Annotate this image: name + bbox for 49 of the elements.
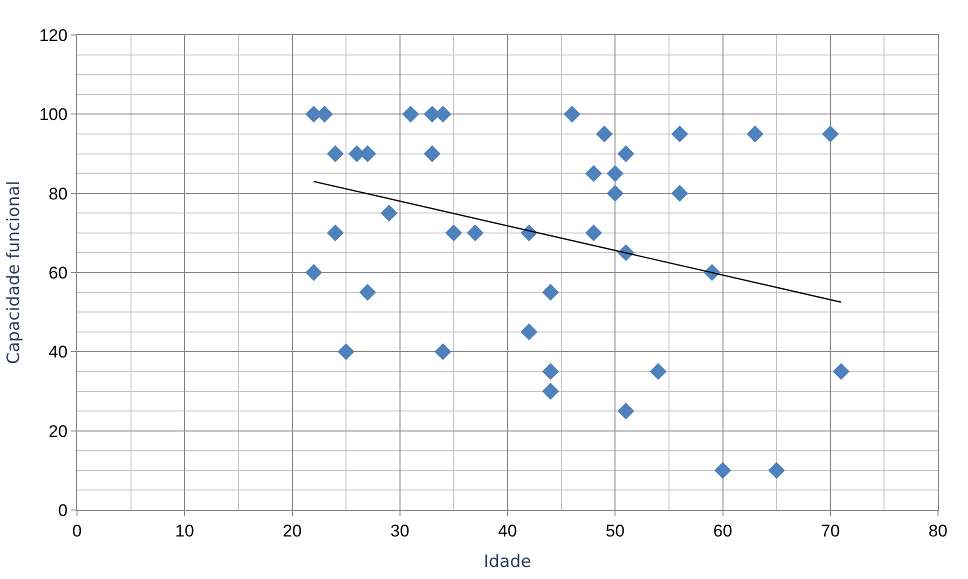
- point: [402, 106, 420, 123]
- x-tick-label: 10: [175, 521, 194, 540]
- point: [380, 204, 398, 222]
- point: [338, 343, 355, 360]
- x-tick-label: 60: [713, 521, 732, 540]
- x-tick-label: 0: [72, 521, 82, 540]
- point: [564, 106, 581, 123]
- point: [606, 165, 624, 182]
- point: [359, 284, 376, 301]
- point: [520, 323, 538, 340]
- y-tick-label: 60: [48, 263, 68, 282]
- y-tick-label: 20: [48, 422, 68, 441]
- point: [746, 126, 764, 142]
- point: [617, 402, 634, 420]
- point: [596, 126, 613, 142]
- point: [832, 363, 850, 380]
- point: [305, 264, 322, 281]
- x-tick-label: 30: [390, 521, 410, 540]
- point: [822, 126, 839, 142]
- point: [671, 126, 688, 142]
- point: [445, 224, 462, 242]
- point: [714, 462, 732, 479]
- point: [434, 343, 452, 360]
- x-tick-label: 70: [820, 521, 840, 540]
- x-tick-label: 20: [282, 521, 302, 540]
- point: [542, 284, 559, 301]
- y-tick-label: 100: [39, 105, 68, 124]
- point: [671, 184, 688, 202]
- x-tick-label: 80: [928, 521, 948, 540]
- point: [326, 145, 344, 162]
- point: [542, 363, 559, 380]
- y-tick-label: 120: [39, 26, 68, 45]
- x-axis-title: Idade: [484, 552, 532, 572]
- point: [650, 363, 667, 380]
- point: [585, 224, 602, 242]
- point: [326, 224, 344, 242]
- point: [466, 224, 484, 242]
- point: [585, 165, 602, 182]
- y-tick-label: 0: [58, 500, 68, 520]
- y-axis-title: Capacidade funcional: [4, 180, 24, 364]
- point: [424, 145, 441, 162]
- point: [606, 184, 624, 202]
- point: [617, 145, 634, 162]
- point: [542, 382, 559, 400]
- y-tick-label: 40: [48, 342, 68, 362]
- y-tick-label: 80: [48, 184, 68, 204]
- point: [768, 462, 786, 479]
- x-tick-label: 40: [498, 521, 517, 540]
- x-tick-label: 50: [606, 521, 625, 540]
